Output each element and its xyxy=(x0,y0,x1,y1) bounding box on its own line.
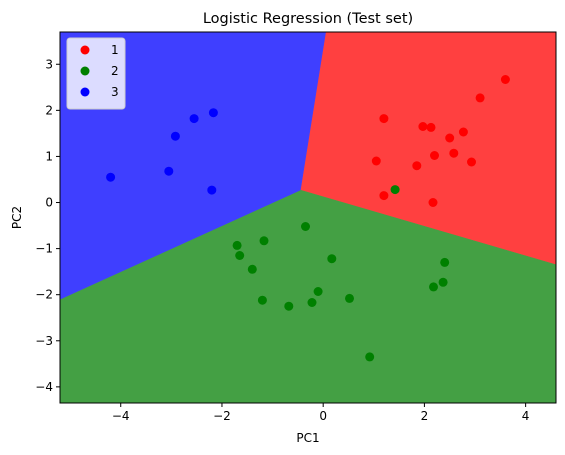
point-class-2-15 xyxy=(440,257,450,267)
point-class-2-5 xyxy=(247,264,257,274)
point-class-2-8 xyxy=(284,301,294,311)
point-class-1-2 xyxy=(379,191,389,201)
y-tick-label: −2 xyxy=(35,288,53,302)
point-class-2-3 xyxy=(235,251,245,260)
y-tick-label: −3 xyxy=(35,334,53,348)
x-axis-label: PC1 xyxy=(296,431,319,445)
data-points xyxy=(106,75,510,362)
point-class-2-2 xyxy=(232,240,242,250)
y-axis: −4 −3 −2 −1 0 1 2 3 xyxy=(35,57,60,394)
point-class-1-7 xyxy=(428,198,438,207)
point-class-1-6 xyxy=(430,151,439,160)
legend: 1 2 3 xyxy=(66,37,126,110)
point-class-2-14 xyxy=(438,277,448,287)
x-tick-label: 0 xyxy=(319,409,327,423)
point-class-1-5 xyxy=(426,122,436,132)
legend-label-1: 1 xyxy=(111,43,119,57)
region-class-3 xyxy=(60,32,326,300)
point-class-3-2 xyxy=(170,131,180,141)
x-tick-label: −4 xyxy=(112,409,130,423)
point-class-1-1 xyxy=(371,156,381,166)
point-class-2-7 xyxy=(257,295,267,305)
legend-marker-1 xyxy=(80,45,90,55)
y-tick-label: 3 xyxy=(45,57,53,71)
point-class-1-13 xyxy=(500,75,510,84)
point-class-1-0 xyxy=(379,114,389,124)
y-tick-label: 1 xyxy=(45,149,53,163)
point-class-1-8 xyxy=(445,133,455,143)
legend-label-2: 2 xyxy=(111,64,119,78)
point-class-2-4 xyxy=(259,236,269,246)
point-class-3-5 xyxy=(207,185,217,195)
decision-regions xyxy=(60,32,556,403)
y-axis-label: PC2 xyxy=(10,206,24,229)
point-class-1-10 xyxy=(458,127,468,137)
point-class-2-10 xyxy=(313,287,323,296)
x-axis: −4 −2 0 2 4 xyxy=(112,403,530,423)
x-tick-label: 2 xyxy=(421,409,429,423)
point-class-1-9 xyxy=(449,148,459,158)
y-tick-label: 2 xyxy=(45,103,53,117)
y-tick-label: 0 xyxy=(45,196,53,210)
point-class-3-3 xyxy=(189,114,199,124)
legend-marker-3 xyxy=(80,87,90,97)
point-class-2-12 xyxy=(365,352,375,362)
x-tick-label: 4 xyxy=(522,409,530,423)
point-class-2-0 xyxy=(390,185,400,195)
point-class-2-9 xyxy=(307,298,317,307)
point-class-1-4 xyxy=(418,122,428,131)
x-tick-label: −2 xyxy=(213,409,231,423)
point-class-1-3 xyxy=(412,161,422,171)
point-class-1-12 xyxy=(475,93,485,103)
point-class-2-13 xyxy=(429,282,438,292)
plot-frame xyxy=(59,31,557,404)
point-class-3-0 xyxy=(106,172,116,182)
point-class-3-1 xyxy=(164,166,174,176)
legend-marker-2 xyxy=(80,66,90,76)
legend-label-3: 3 xyxy=(111,85,119,99)
point-class-2-1 xyxy=(301,222,310,231)
chart-title: Logistic Regression (Test set) xyxy=(203,11,413,27)
point-class-2-6 xyxy=(327,254,337,264)
point-class-3-4 xyxy=(208,108,218,118)
y-tick-label: −4 xyxy=(35,380,53,394)
point-class-2-11 xyxy=(345,293,354,303)
y-tick-label: −1 xyxy=(35,242,53,256)
point-class-1-11 xyxy=(467,157,476,167)
